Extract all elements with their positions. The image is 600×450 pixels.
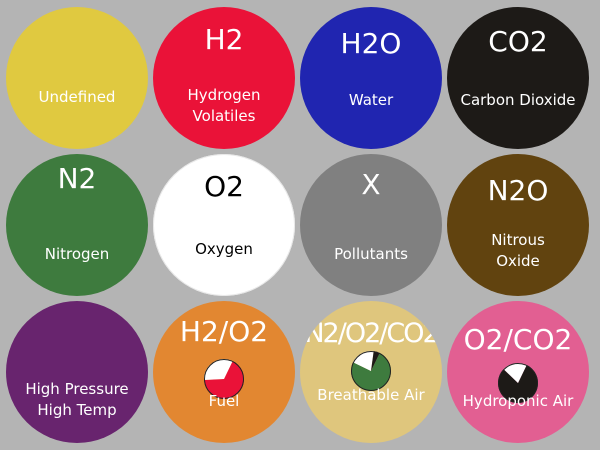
gas-name: Pollutants bbox=[300, 244, 442, 265]
gas-circle-nitrous-oxide: N2O Nitrous Oxide bbox=[447, 154, 589, 296]
gas-name: Undefined bbox=[6, 87, 148, 108]
gas-name: High Pressure High Temp bbox=[6, 379, 148, 421]
gas-circle-hydrogen: H2 Hydrogen Volatiles bbox=[153, 7, 295, 149]
gas-name-line: Oxygen bbox=[195, 240, 253, 258]
gas-name-line: Nitrogen bbox=[44, 245, 110, 263]
gas-name-line: Fuel bbox=[208, 392, 240, 410]
gas-circle-fuel: H2/O2 Fuel bbox=[153, 301, 295, 443]
pie-slice bbox=[351, 352, 391, 391]
gas-name: Nitrogen bbox=[6, 244, 148, 265]
gas-name-line: Carbon Dioxide bbox=[460, 91, 576, 109]
gas-name-line: Oxide bbox=[496, 252, 540, 270]
gas-formula: O2/CO2 bbox=[463, 323, 573, 356]
gas-circle-carbon-dioxide: CO2 Carbon Dioxide bbox=[447, 7, 589, 149]
pie-outline bbox=[351, 351, 391, 391]
gas-circle-high-pressure: High Pressure High Temp bbox=[6, 301, 148, 443]
gas-name-line: Pollutants bbox=[334, 245, 408, 263]
gas-name: Carbon Dioxide bbox=[447, 90, 589, 111]
gas-circle-pollutants: X Pollutants bbox=[300, 154, 442, 296]
gas-formula: N2 bbox=[57, 162, 97, 195]
pie-slice bbox=[503, 363, 527, 383]
gas-circle-undefined: Undefined bbox=[6, 7, 148, 149]
gas-name-line: High Temp bbox=[37, 401, 117, 419]
gas-circle-breathable-air: N2/O2/CO2 Breathable Air bbox=[300, 301, 442, 443]
gas-name-line: Hydroponic Air bbox=[462, 392, 574, 410]
gas-circle-water: H2O Water bbox=[300, 7, 442, 149]
pie-outline bbox=[498, 363, 538, 403]
gas-name-line: Nitrous bbox=[491, 231, 545, 249]
pie-outline bbox=[204, 359, 244, 399]
gas-name-line: High Pressure bbox=[25, 380, 129, 398]
gas-name-line: Breathable Air bbox=[317, 386, 425, 404]
gas-name-line: Water bbox=[348, 91, 394, 109]
gas-formula: H2O bbox=[340, 27, 402, 60]
gas-mix-pie-icon bbox=[498, 363, 538, 403]
gas-name: Nitrous Oxide bbox=[447, 230, 589, 272]
pie-slice bbox=[498, 364, 538, 403]
gas-formula: CO2 bbox=[488, 25, 548, 58]
gas-formula: O2 bbox=[204, 170, 244, 203]
gas-circle-nitrogen: N2 Nitrogen bbox=[6, 154, 148, 296]
gas-name-line: Hydrogen bbox=[187, 86, 261, 104]
gas-formula: X bbox=[361, 168, 381, 201]
gas-formula: N2/O2/CO2 bbox=[304, 318, 439, 349]
gas-name: Hydrogen Volatiles bbox=[153, 85, 295, 127]
gas-name-line: Volatiles bbox=[192, 107, 256, 125]
gas-formula: H2 bbox=[204, 23, 244, 56]
gas-name: Breathable Air bbox=[300, 385, 442, 406]
gas-formula: H2/O2 bbox=[179, 315, 269, 348]
gas-mix-pie-icon bbox=[204, 359, 244, 399]
gas-mix-pie-icon bbox=[351, 351, 391, 391]
gas-name: Oxygen bbox=[153, 239, 295, 260]
gas-name: Fuel bbox=[153, 391, 295, 412]
pie-slice bbox=[204, 360, 244, 399]
gas-name: Hydroponic Air bbox=[447, 391, 589, 412]
gas-formula: N2O bbox=[487, 174, 549, 207]
gas-name-line: Undefined bbox=[38, 88, 116, 106]
gas-circle-hydroponic-air: O2/CO2 Hydroponic Air bbox=[447, 301, 589, 443]
pie-slice bbox=[371, 351, 380, 371]
gas-circle-oxygen: O2 Oxygen bbox=[153, 154, 295, 296]
gas-name: Water bbox=[300, 90, 442, 111]
